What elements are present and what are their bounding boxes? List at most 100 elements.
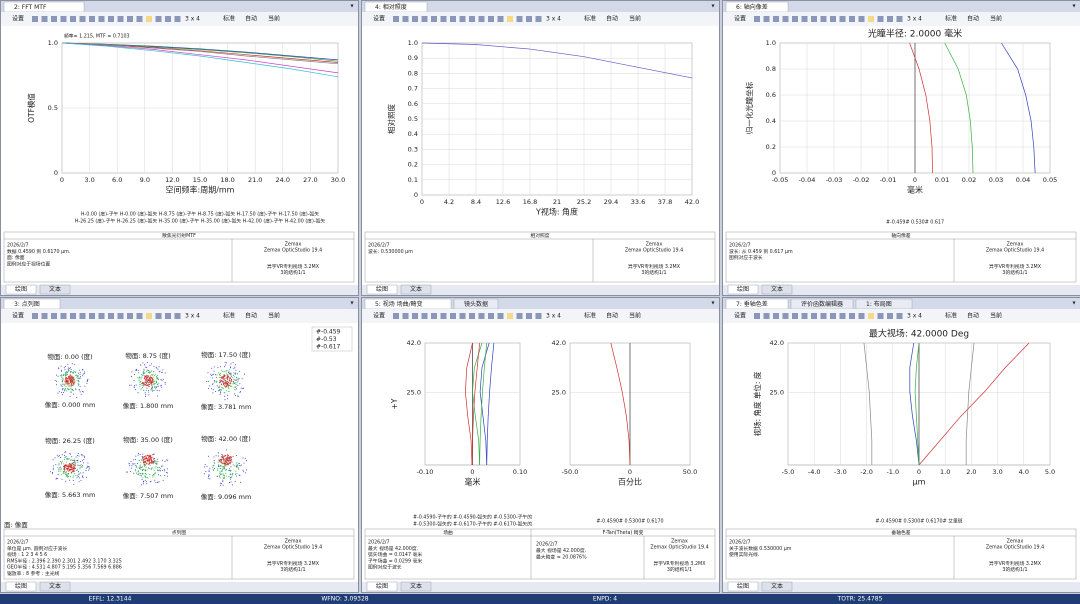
bottom-tab[interactable]	[366, 581, 398, 592]
toolbar-standard[interactable]: 标准	[945, 312, 957, 320]
toolbar-icon[interactable]	[136, 16, 143, 22]
bottom-tab[interactable]	[761, 284, 793, 295]
toolbar-icon[interactable]	[763, 16, 770, 22]
toolbar-icon[interactable]	[868, 16, 874, 22]
toolbar-icon[interactable]	[754, 16, 760, 22]
toolbar-icon[interactable]	[478, 16, 485, 22]
bottom-tab[interactable]	[400, 581, 432, 592]
toolbar-icon[interactable]	[887, 313, 893, 319]
toolbar-icon[interactable]	[792, 313, 798, 319]
toolbar-standard[interactable]: 标准	[945, 15, 957, 23]
toolbar-icon[interactable]	[754, 313, 760, 319]
toolbar-icon[interactable]	[516, 16, 523, 22]
toolbar-layout[interactable]: 3 x 4	[907, 313, 922, 320]
toolbar-icon[interactable]	[155, 313, 162, 319]
bottom-tab[interactable]	[727, 581, 759, 592]
toolbar-auto[interactable]: 自动	[606, 15, 618, 23]
toolbar-current[interactable]: 当前	[629, 312, 641, 320]
toolbar-icon[interactable]	[858, 16, 865, 22]
toolbar-icon[interactable]	[839, 16, 846, 22]
toolbar-icon[interactable]	[507, 313, 513, 319]
toolbar-icon[interactable]	[393, 313, 399, 319]
toolbar-icon[interactable]	[773, 313, 779, 319]
toolbar-icon[interactable]	[887, 16, 893, 22]
toolbar-icon[interactable]	[801, 16, 808, 22]
toolbar-auto[interactable]: 自动	[245, 312, 257, 320]
toolbar-icon[interactable]	[896, 313, 903, 319]
toolbar-icon[interactable]	[108, 16, 114, 22]
toolbar-icon[interactable]	[402, 16, 409, 22]
toolbar-auto[interactable]: 自动	[967, 15, 979, 23]
toolbar-icon[interactable]	[32, 16, 38, 22]
toolbar-icon[interactable]	[830, 16, 836, 22]
toolbar-icon[interactable]	[174, 313, 181, 319]
toolbar-icon[interactable]	[868, 313, 874, 319]
toolbar-icon[interactable]	[535, 16, 542, 22]
toolbar-current[interactable]: 当前	[990, 15, 1002, 23]
toolbar-icon[interactable]	[801, 313, 808, 319]
toolbar-icon[interactable]	[773, 16, 779, 22]
toolbar-icon[interactable]	[412, 313, 418, 319]
toolbar-icon[interactable]	[839, 313, 846, 319]
toolbar-icon[interactable]	[98, 16, 105, 22]
toolbar-icon[interactable]	[497, 313, 504, 319]
toolbar-icon[interactable]	[896, 16, 903, 22]
toolbar-icon[interactable]	[98, 313, 105, 319]
toolbar-current[interactable]: 当前	[629, 15, 641, 23]
toolbar-icon[interactable]	[820, 16, 827, 22]
toolbar-icon[interactable]	[165, 313, 171, 319]
toolbar-icon[interactable]	[811, 313, 817, 319]
bottom-tab[interactable]	[5, 284, 37, 295]
toolbar-icon[interactable]	[79, 313, 86, 319]
toolbar-icon[interactable]	[877, 16, 884, 22]
toolbar-icon[interactable]	[535, 313, 542, 319]
toolbar-icon[interactable]	[811, 16, 817, 22]
toolbar-icon[interactable]	[60, 16, 67, 22]
toolbar-standard[interactable]: 标准	[223, 312, 235, 320]
toolbar-icon[interactable]	[440, 313, 447, 319]
toolbar-icon[interactable]	[421, 313, 428, 319]
toolbar-icon[interactable]	[459, 313, 466, 319]
toolbar-icon[interactable]	[431, 313, 437, 319]
toolbar-layout[interactable]: 3 x 4	[185, 313, 200, 320]
toolbar-icon[interactable]	[526, 16, 532, 22]
toolbar-icon[interactable]	[488, 16, 494, 22]
toolbar-icon[interactable]	[165, 16, 171, 22]
toolbar-icon[interactable]	[79, 16, 86, 22]
toolbar-settings[interactable]: 设置	[734, 312, 746, 320]
toolbar-icon[interactable]	[89, 313, 95, 319]
toolbar-icon[interactable]	[41, 16, 48, 22]
toolbar-settings[interactable]: 设置	[734, 15, 746, 23]
toolbar-icon[interactable]	[117, 313, 124, 319]
toolbar-standard[interactable]: 标准	[223, 15, 235, 23]
toolbar-icon[interactable]	[32, 313, 38, 319]
toolbar-icon[interactable]	[402, 313, 409, 319]
toolbar-icon[interactable]	[440, 16, 447, 22]
toolbar-icon[interactable]	[792, 16, 798, 22]
bottom-tab[interactable]	[366, 284, 398, 295]
toolbar-layout[interactable]: 3 x 4	[546, 16, 561, 23]
toolbar-icon[interactable]	[526, 313, 532, 319]
toolbar-icon[interactable]	[127, 313, 133, 319]
toolbar-icon[interactable]	[117, 16, 124, 22]
toolbar-icon[interactable]	[146, 16, 152, 22]
toolbar-icon[interactable]	[497, 16, 504, 22]
toolbar-icon[interactable]	[393, 16, 399, 22]
toolbar-icon[interactable]	[820, 313, 827, 319]
toolbar-auto[interactable]: 自动	[245, 15, 257, 23]
toolbar-icon[interactable]	[877, 313, 884, 319]
toolbar-icon[interactable]	[174, 16, 181, 22]
toolbar-icon[interactable]	[51, 313, 57, 319]
toolbar-icon[interactable]	[516, 313, 523, 319]
toolbar-settings[interactable]: 设置	[12, 15, 24, 23]
toolbar-icon[interactable]	[421, 16, 428, 22]
toolbar-settings[interactable]: 设置	[373, 15, 385, 23]
toolbar-icon[interactable]	[431, 16, 437, 22]
toolbar-standard[interactable]: 标准	[584, 15, 596, 23]
toolbar-icon[interactable]	[60, 313, 67, 319]
toolbar-icon[interactable]	[849, 313, 855, 319]
toolbar-icon[interactable]	[507, 16, 513, 22]
toolbar-current[interactable]: 当前	[268, 312, 280, 320]
toolbar-icon[interactable]	[450, 313, 456, 319]
toolbar-icon[interactable]	[412, 16, 418, 22]
